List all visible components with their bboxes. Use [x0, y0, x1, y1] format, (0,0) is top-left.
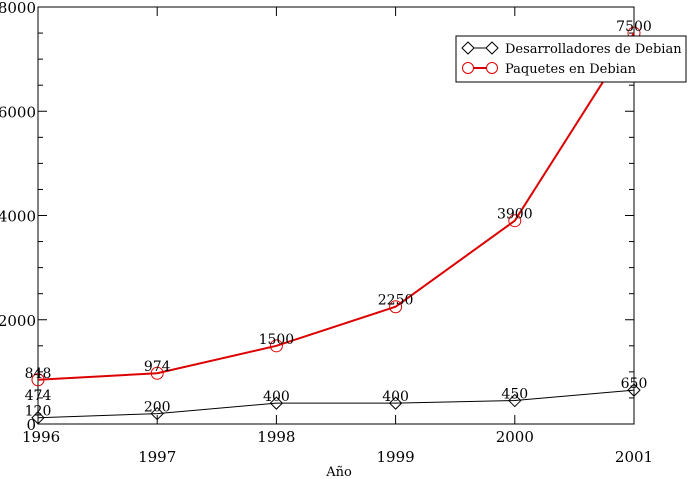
data-label-packages: 974 [144, 359, 171, 375]
x-axis-title: Año [325, 465, 352, 479]
legend-entry-packages: Paquetes en Debian [462, 62, 637, 77]
y-tick-label: 6000 [0, 103, 36, 121]
y-axis: 0 2000 4000 6000 8000 [0, 0, 634, 434]
legend-diamond-icon [485, 41, 499, 55]
legend: Desarrolladores de Debian Paquetes en De… [455, 35, 687, 83]
data-point-packages [31, 373, 45, 387]
data-labels: 120 200 400 400 450 650 848 974 1500 2250 3900 7500… [25, 19, 652, 420]
data-point-developers [31, 411, 45, 425]
data-point-developers [627, 383, 641, 397]
data-point-developers [508, 393, 522, 408]
data-point-packages [389, 300, 403, 314]
data-point-packages [508, 214, 522, 228]
data-label-packages: 2250 [378, 293, 414, 309]
data-label-packages: 1500 [259, 332, 295, 348]
data-label-packages: 7500 [616, 19, 652, 35]
legend-label-packages: Paquetes en Debian [505, 62, 637, 77]
data-label-developers: 120 [25, 404, 52, 420]
series-line-developers [37, 389, 635, 419]
legend-entry-developers: Desarrolladores de Debian [461, 41, 682, 57]
data-label-packages: 848 [25, 366, 52, 382]
series-layer [31, 26, 641, 425]
y-tick-label: 4000 [0, 208, 36, 226]
x-tick-label: 2001 [615, 448, 653, 466]
legend-label-developers: Desarrolladores de Debian [505, 42, 682, 57]
legend-circle-icon [486, 62, 498, 74]
data-point-packages [150, 366, 164, 380]
x-tick-label: 1998 [257, 428, 295, 446]
data-point-developers [388, 396, 403, 410]
series-line-packages [37, 32, 635, 381]
data-label-developers: 200 [144, 400, 171, 416]
legend-diamond-icon [461, 41, 475, 55]
data-point-developers [269, 396, 284, 410]
x-tick-label: 1996 [22, 428, 60, 446]
x-tick-label: 2000 [496, 428, 534, 446]
y-tick-label: 2000 [0, 312, 36, 330]
data-label-packages-extra: 474 [25, 388, 52, 404]
y-tick-label: 8000 [0, 0, 36, 17]
data-label-packages: 3900 [497, 207, 533, 223]
x-tick-label: 1999 [377, 448, 415, 466]
x-tick-label: 1997 [138, 448, 176, 466]
data-point-packages [269, 339, 283, 353]
legend-circle-icon [462, 62, 474, 74]
data-label-developers: 400 [263, 389, 290, 405]
data-label-developers: 650 [621, 376, 648, 392]
data-label-developers: 450 [501, 387, 528, 403]
data-label-developers: 400 [382, 389, 409, 405]
y-tick-label: 0 [26, 416, 36, 434]
data-point-developers [150, 406, 164, 421]
